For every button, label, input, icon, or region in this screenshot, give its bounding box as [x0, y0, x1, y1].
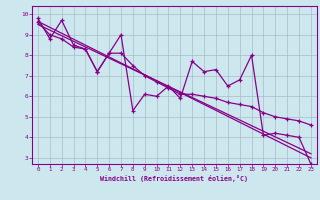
X-axis label: Windchill (Refroidissement éolien,°C): Windchill (Refroidissement éolien,°C) [100, 175, 248, 182]
